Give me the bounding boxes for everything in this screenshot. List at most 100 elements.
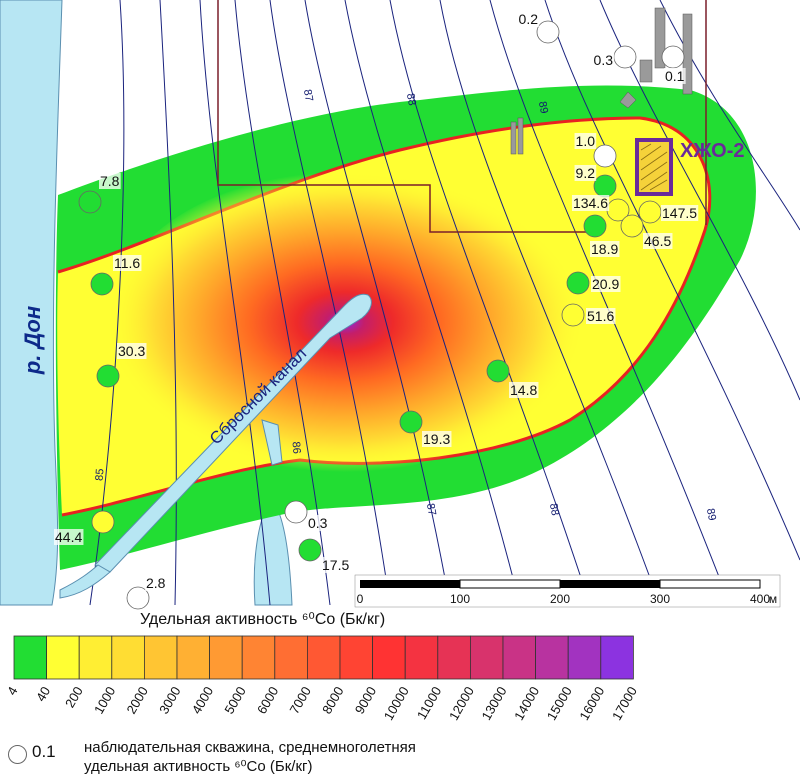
legend-swatch — [567, 635, 602, 680]
legend-tick: 9000 — [352, 684, 379, 717]
well-value: 30.3 — [118, 343, 145, 359]
legend-tick: 16000 — [576, 684, 607, 723]
well-value-bg — [145, 575, 167, 591]
legend-tick: 3000 — [156, 684, 183, 717]
well-marker — [583, 214, 607, 238]
well: 30.3 — [96, 343, 147, 388]
legend-swatch — [176, 635, 210, 680]
well: 20.9 — [566, 271, 621, 295]
well-value-bg — [509, 382, 539, 398]
well: 9.2 — [574, 165, 617, 198]
well-value-bg — [574, 165, 597, 181]
well-value: 0.3 — [308, 515, 328, 531]
well-value-bg — [586, 308, 616, 324]
legend-tick: 1000 — [91, 684, 118, 717]
legend-note-line1: наблюдательная скважина, среднемноголетн… — [84, 739, 416, 756]
well-marker — [638, 200, 662, 224]
legend-tick: 13000 — [479, 684, 510, 723]
legend-swatch — [13, 635, 47, 680]
scale-tick: 100 — [450, 592, 470, 606]
well-value: 1.0 — [576, 133, 596, 149]
legend-tick: 6000 — [254, 684, 281, 717]
well-marker — [661, 45, 685, 69]
well-value-bg — [643, 233, 673, 249]
legend-tick: 10000 — [381, 684, 412, 723]
well: 0.1 — [661, 45, 686, 84]
well: 134.6 — [571, 195, 630, 222]
well-marker — [561, 303, 585, 327]
well-marker — [399, 410, 423, 434]
scale-seg-3 — [560, 580, 660, 588]
well: 1.0 — [574, 133, 617, 168]
legend-note-line2: удельная активность ⁶⁰Co (Бк/кг) — [84, 758, 313, 775]
well-marker — [284, 500, 308, 524]
legend-tick: 11000 — [414, 684, 445, 722]
discharge-canal — [94, 293, 372, 573]
isoline-label: 89 — [536, 100, 550, 114]
facility-label: ХЖО-2 — [680, 140, 745, 162]
well-value: 19.3 — [423, 431, 450, 447]
scale-tick: 0 — [357, 592, 364, 606]
river-label: р. Дон — [20, 306, 45, 375]
legend-note-value: 0.1 — [32, 742, 56, 761]
well-value-bg — [517, 11, 540, 27]
legend-color-bar — [13, 635, 634, 680]
well-value-bg — [307, 515, 329, 531]
well-marker — [613, 45, 637, 69]
legend-swatch — [339, 635, 373, 680]
legend-swatch — [209, 635, 243, 680]
well-value: 0.1 — [665, 68, 685, 84]
legend-note: наблюдательная скважина, среднемноголетн… — [84, 738, 416, 776]
well-marker — [126, 586, 150, 610]
well-value-bg — [574, 133, 597, 149]
well-marker — [620, 214, 644, 238]
isoline-label: 87 — [301, 88, 315, 102]
well-value: 11.6 — [114, 255, 140, 271]
well-value-bg — [321, 557, 351, 573]
well-value-bg — [571, 195, 610, 211]
legend-swatch — [600, 635, 634, 680]
well-value: 51.6 — [587, 308, 614, 324]
isoline-label: 86 — [289, 441, 302, 454]
isoline-label: 89 — [704, 507, 718, 521]
facility-hatching — [640, 143, 668, 191]
buildings — [510, 7, 693, 155]
well-value: 9.2 — [576, 165, 596, 181]
well: 46.5 — [620, 214, 673, 249]
well-value-bg — [113, 255, 142, 271]
well: 19.3 — [399, 410, 452, 447]
scale-seg-2 — [459, 579, 561, 589]
legend-tick: 17000 — [609, 684, 640, 723]
well-value: 2.8 — [146, 575, 166, 591]
legend-tick: 200 — [62, 684, 86, 710]
legend-swatch — [143, 635, 178, 680]
well: 18.9 — [583, 214, 620, 257]
river-don — [0, 0, 63, 606]
well-value-bg — [54, 529, 84, 545]
legend-title: Удельная активность ⁶⁰Co (Бк/кг) — [140, 611, 386, 628]
well-value: 147.5 — [662, 205, 697, 221]
legend-swatch — [535, 635, 569, 680]
legend-tick: 15000 — [544, 684, 575, 723]
well-value: 20.9 — [592, 276, 619, 292]
canal-branch — [261, 419, 283, 466]
legend-swatch — [274, 635, 308, 680]
well: 147.5 — [638, 200, 699, 224]
facility-boundary — [217, 0, 707, 233]
legend-well-symbol — [8, 745, 27, 764]
scale-unit: м — [769, 592, 777, 606]
well-value-bg — [592, 52, 615, 68]
legend-swatch — [437, 635, 471, 680]
scale-seg-1 — [360, 580, 460, 588]
well-value-bg — [664, 68, 686, 84]
well-value-bg — [591, 276, 621, 292]
well-value-bg — [99, 173, 121, 189]
isoline-label: 88 — [547, 502, 561, 516]
legend-tick: 2000 — [124, 684, 151, 717]
scale-tick: 300 — [650, 592, 670, 606]
well-value: 14.8 — [510, 382, 537, 398]
well-marker — [536, 20, 560, 44]
well-marker — [593, 144, 617, 168]
well-marker — [96, 364, 120, 388]
